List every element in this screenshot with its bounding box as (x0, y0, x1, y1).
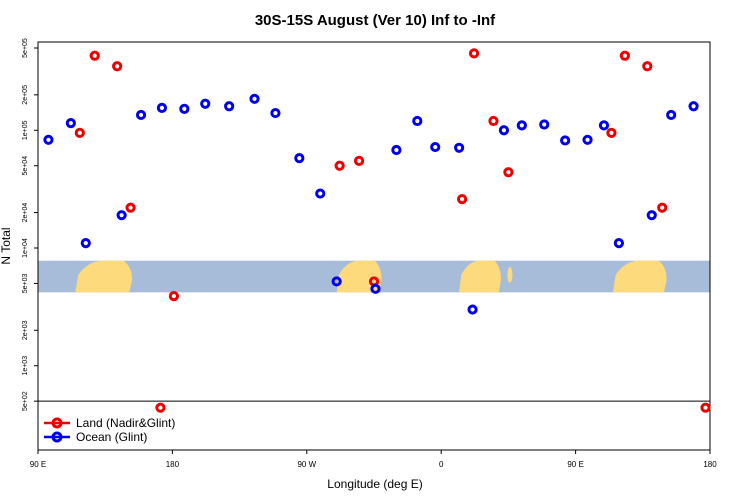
land-point (168, 291, 179, 302)
x-tick-label: 0 (439, 460, 444, 469)
land-point (74, 127, 85, 139)
land-point (112, 61, 123, 72)
plot-frame (37, 41, 711, 451)
ocean-point (412, 115, 423, 127)
ocean-point (539, 119, 550, 130)
y-axis: 5e+02 1e+03 2e+03 5e+03 1e+04 2e+04 5e+04 1e+05… (22, 38, 38, 411)
legend: Land (Nadir&Glint) Ocean (Glint) (44, 416, 175, 444)
y-tick-label: 5e+02 (22, 391, 29, 411)
ocean-point (315, 188, 326, 199)
x-tick-label: 90 E (567, 460, 583, 469)
ocean-point (331, 276, 342, 287)
y-tick-label: 5e+04 (22, 156, 29, 176)
ocean-point (43, 134, 54, 145)
ocean-point (65, 118, 76, 129)
chart-title: 30S-15S August (Ver 10) Inf to -Inf (255, 12, 496, 29)
legend-label-ocean: Ocean (Glint) (76, 430, 147, 444)
ocean-point (430, 141, 441, 153)
x-axis-label: Longitude (deg E) (327, 477, 422, 491)
y-tick-label: 2e+03 (22, 320, 29, 340)
ocean-point (688, 101, 699, 112)
ocean-point (560, 135, 571, 146)
ocean-point (249, 93, 260, 104)
land-point (468, 48, 480, 59)
legend-marker-ocean (51, 431, 63, 443)
y-tick-label: 1e+04 (22, 238, 29, 258)
y-tick-label: 5e+03 (22, 274, 29, 294)
land-point (700, 402, 711, 413)
ocean-point (454, 142, 465, 153)
y-tick-label: 5e+05 (22, 38, 29, 58)
ocean-point (135, 109, 147, 121)
ocean-point (666, 109, 677, 121)
land-point (488, 115, 499, 127)
ocean-point (646, 210, 657, 221)
ocean-point (370, 283, 381, 294)
land-point (125, 202, 136, 213)
ocean-point (270, 107, 281, 119)
x-tick-label: 180 (166, 460, 180, 469)
land-point (457, 194, 468, 205)
x-axis: 90 E 180 90 W 0 90 E 180 (30, 450, 717, 469)
x-tick-label: 90 W (297, 460, 316, 469)
land-australia-repeat (612, 260, 667, 293)
data-points (43, 48, 711, 413)
ocean-point (516, 120, 527, 131)
y-axis-label: N Total (0, 227, 13, 264)
y-tick-label: 1e+03 (22, 356, 29, 376)
land-island (507, 267, 513, 283)
ocean-point (156, 102, 168, 113)
ocean-point (294, 153, 305, 164)
x-tick-label: 180 (703, 460, 717, 469)
land-australia (75, 260, 133, 293)
land-point (657, 202, 668, 213)
y-tick-label: 2e+05 (22, 85, 29, 105)
ocean-point (200, 98, 211, 109)
ocean-point (582, 134, 593, 145)
ocean-point (80, 238, 91, 249)
land-point (155, 402, 166, 413)
ocean-point (467, 304, 478, 315)
land-point (619, 50, 630, 61)
land-point (334, 160, 345, 171)
x-tick-label: 90 E (30, 460, 46, 469)
ocean-point (179, 103, 190, 114)
ocean-point (391, 144, 402, 156)
ocean-point (224, 101, 235, 112)
land-point (606, 127, 617, 139)
ocean-point (116, 210, 127, 221)
land-africa (459, 260, 501, 293)
land-point (89, 50, 100, 61)
y-tick-label: 2e+04 (22, 203, 29, 223)
legend-label-land: Land (Nadir&Glint) (76, 416, 175, 430)
ocean-point (598, 120, 610, 131)
ocean-point (613, 238, 625, 249)
y-tick-label: 1e+05 (22, 120, 29, 140)
legend-marker-land (51, 417, 63, 429)
land-point (353, 155, 365, 166)
land-point (642, 61, 653, 72)
land-point (503, 167, 514, 178)
ocean-point (498, 125, 510, 136)
